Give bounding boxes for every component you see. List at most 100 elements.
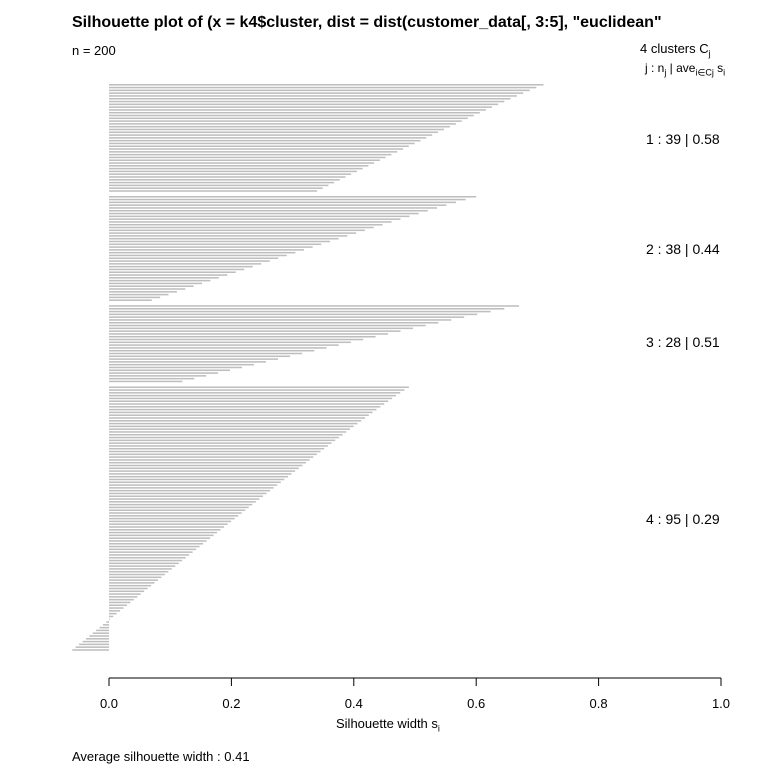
silhouette-bar (109, 422, 358, 425)
silhouette-bar (102, 624, 109, 626)
silhouette-bar (75, 646, 109, 648)
silhouette-bar (109, 291, 177, 293)
x-tick-label: 0.4 (345, 696, 363, 711)
silhouette-bar (109, 156, 386, 159)
silhouette-bar (109, 372, 219, 374)
silhouette-bar (109, 319, 452, 321)
silhouette-bar (109, 394, 397, 397)
silhouette-bar (109, 408, 377, 411)
silhouette-bar (109, 498, 260, 500)
silhouette-bar (109, 282, 203, 285)
silhouette-bar (109, 439, 336, 442)
x-tick-label: 0.6 (467, 696, 485, 711)
silhouette-bar (109, 215, 410, 218)
silhouette-bar (109, 461, 306, 464)
cluster-label-3: 3 : 28 | 0.51 (646, 334, 720, 350)
silhouette-bar (109, 601, 131, 604)
x-axis-label: Silhouette width si (336, 716, 440, 734)
silhouette-bar (109, 313, 478, 316)
silhouette-bar (109, 184, 329, 187)
silhouette-bar (109, 165, 369, 167)
silhouette-bar (109, 470, 296, 472)
silhouette-bar (109, 369, 230, 372)
silhouette-bar (109, 447, 325, 450)
silhouette-bar (109, 139, 421, 142)
silhouette-bar (109, 607, 124, 609)
silhouette-bar (109, 92, 524, 94)
silhouette-bar (109, 148, 403, 150)
silhouette-bar (109, 453, 317, 456)
silhouette-bar (109, 420, 362, 422)
silhouette-bar (109, 327, 414, 330)
silhouette-bar (109, 411, 373, 414)
silhouette-bar (109, 349, 315, 352)
x-axis-ticks: 0.0 0.2 0.4 0.6 0.8 1.0 (100, 678, 730, 711)
silhouette-bar (109, 386, 409, 389)
silhouette-bar (109, 492, 267, 495)
silhouette-bar (109, 196, 477, 198)
silhouette-bar (109, 431, 347, 433)
silhouette-bar (109, 615, 114, 618)
silhouette-bar (109, 554, 190, 556)
x-tick-label: 0.8 (590, 696, 608, 711)
silhouette-bar (109, 341, 351, 344)
silhouette-bar (109, 406, 381, 408)
silhouette-bar (109, 531, 218, 534)
silhouette-bar (109, 590, 145, 593)
silhouette-bar (109, 246, 313, 248)
silhouette-bar (109, 95, 517, 97)
silhouette-bar (99, 626, 109, 629)
silhouette-bar (109, 537, 211, 539)
silhouette-bar (109, 562, 179, 565)
silhouette-bar (109, 145, 409, 148)
silhouette-bar (109, 598, 134, 601)
silhouette-bar (109, 548, 197, 551)
silhouette-bar (109, 310, 491, 313)
silhouette-bar (109, 375, 207, 377)
silhouette-bar (109, 106, 492, 108)
silhouette-bar (109, 506, 249, 509)
silhouette-bar (109, 308, 505, 310)
silhouette-bar (109, 570, 169, 573)
silhouette-bar (109, 456, 314, 458)
silhouette-bar (109, 277, 219, 279)
silhouette-bar (109, 428, 351, 430)
silhouette-bar (96, 629, 109, 632)
silhouette-bar (109, 459, 310, 461)
silhouette-bar (109, 573, 165, 576)
silhouette-bar (109, 109, 486, 111)
silhouette-bar (109, 584, 152, 587)
silhouette-bar (109, 251, 296, 254)
silhouette-bar (109, 400, 389, 402)
silhouette-bar (109, 596, 138, 598)
silhouette-bar (109, 467, 299, 470)
silhouette-bar (109, 114, 474, 117)
legend-heading-text: 4 clusters C (640, 41, 709, 56)
silhouette-bar (109, 445, 328, 447)
silhouette-bar (109, 523, 228, 525)
silhouette-bar (109, 218, 401, 220)
silhouette-bar (109, 512, 242, 514)
legend-heading: 4 clusters Cj (640, 41, 711, 59)
silhouette-bar (109, 274, 228, 276)
silhouette-bar (109, 436, 339, 439)
silhouette-bar (109, 179, 340, 181)
silhouette-bar (109, 97, 511, 100)
silhouette-bar (109, 103, 499, 106)
legend-col-sub2: i∈Cj (695, 67, 714, 78)
silhouette-bar (109, 221, 392, 223)
silhouette-bar (109, 125, 450, 128)
silhouette-bar (109, 392, 401, 394)
average-silhouette-label: Average silhouette width : 0.41 (72, 749, 250, 764)
silhouette-bar (109, 618, 110, 620)
silhouette-bar (109, 450, 321, 453)
silhouette-bars (72, 84, 544, 651)
silhouette-bar (109, 123, 456, 125)
silhouette-bar (109, 515, 239, 517)
silhouette-bar (109, 397, 393, 400)
silhouette-bar (109, 305, 520, 307)
silhouette-bar (109, 551, 193, 553)
cluster-label-4: 4 : 95 | 0.29 (646, 511, 720, 527)
silhouette-bar (109, 181, 335, 184)
silhouette-bar (109, 338, 364, 341)
